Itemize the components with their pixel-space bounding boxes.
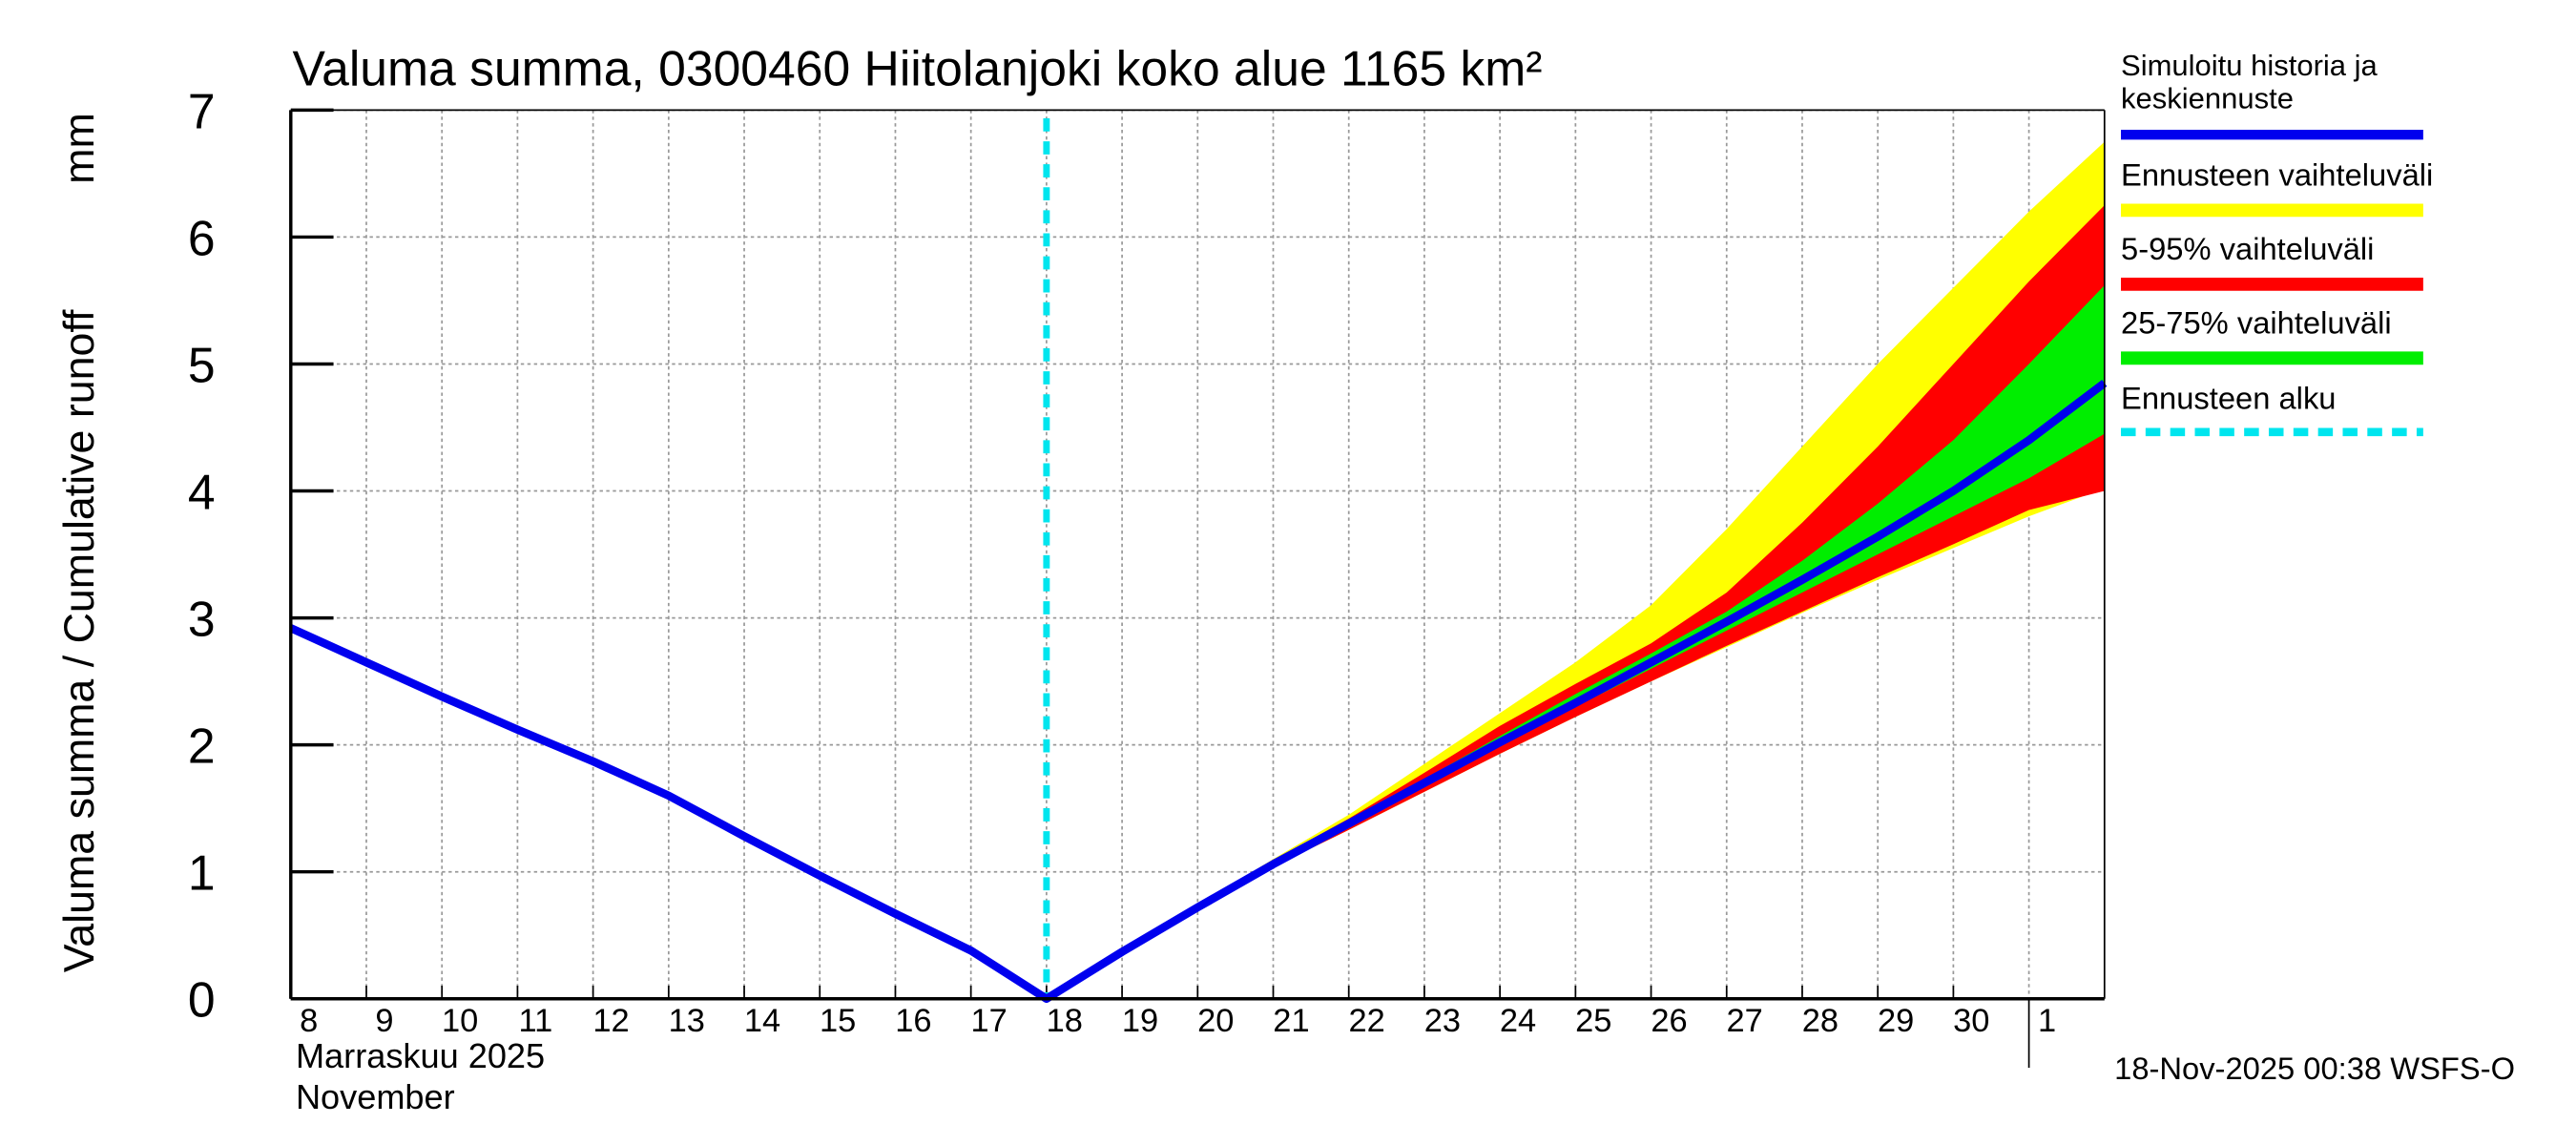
y-tick-label: 5	[188, 337, 216, 392]
band	[1197, 205, 2105, 907]
x-tick-label: 1	[2038, 1003, 2056, 1039]
y-tick-label: 2	[188, 718, 216, 774]
x-tick-label: 8	[300, 1003, 318, 1039]
x-tick-label: 28	[1802, 1003, 1839, 1039]
legend-label: Simuloitu historia ja keskiennuste	[2121, 49, 2378, 115]
y-tick-label: 0	[188, 972, 216, 1028]
x-tick-label: 27	[1727, 1003, 1763, 1039]
x-tick-label: 17	[970, 1003, 1007, 1039]
y-axis-label: Valuma summa / Cumulative runoff	[55, 309, 103, 972]
y-tick-label: 4	[188, 464, 216, 519]
x-tick-label: 13	[669, 1003, 705, 1039]
y-tick-label: 1	[188, 845, 216, 901]
series-line	[289, 379, 2108, 1004]
legend-label: 5-95% vaihteluväli	[2121, 231, 2374, 266]
x-axis-label: November	[296, 1077, 455, 1116]
x-tick-label: 19	[1122, 1003, 1158, 1039]
legend-label: Ennusteen alku	[2121, 381, 2336, 416]
x-tick-label: 23	[1424, 1003, 1461, 1039]
x-tick-label: 20	[1197, 1003, 1234, 1039]
legend-label: Ennusteen vaihteluväli	[2121, 157, 2433, 193]
x-tick-label: 10	[442, 1003, 478, 1039]
y-tick-label: 7	[188, 83, 216, 138]
x-tick-label: 12	[592, 1003, 629, 1039]
x-tick-label: 15	[820, 1003, 856, 1039]
chart-title: Valuma summa, 0300460 Hiitolanjoki koko …	[293, 41, 1543, 96]
x-tick-label: 25	[1575, 1003, 1611, 1039]
x-tick-label: 16	[895, 1003, 931, 1039]
x-tick-label: 11	[518, 1003, 552, 1039]
x-tick-label: 26	[1651, 1003, 1687, 1039]
x-tick-label: 22	[1349, 1003, 1385, 1039]
x-tick-label: 30	[1953, 1003, 1989, 1039]
legend-label-box: Simuloitu historia ja keskiennuste	[2121, 49, 2378, 115]
x-tick-label: 29	[1878, 1003, 1914, 1039]
x-tick-label: 14	[744, 1003, 780, 1039]
y-tick-label: 3	[188, 592, 216, 647]
x-tick-label: 24	[1500, 1003, 1536, 1039]
footer: 18-Nov-2025 00:38 WSFS-O	[2114, 1051, 2515, 1086]
x-axis-label: Marraskuu 2025	[296, 1036, 545, 1075]
legend-label: 25-75% vaihteluväli	[2121, 305, 2392, 341]
y-axis-unit: mm	[55, 113, 103, 184]
x-tick-label: 18	[1047, 1003, 1083, 1039]
x-tick-label: 9	[375, 1003, 393, 1039]
x-tick-label: 21	[1273, 1003, 1309, 1039]
y-tick-label: 6	[188, 210, 216, 265]
